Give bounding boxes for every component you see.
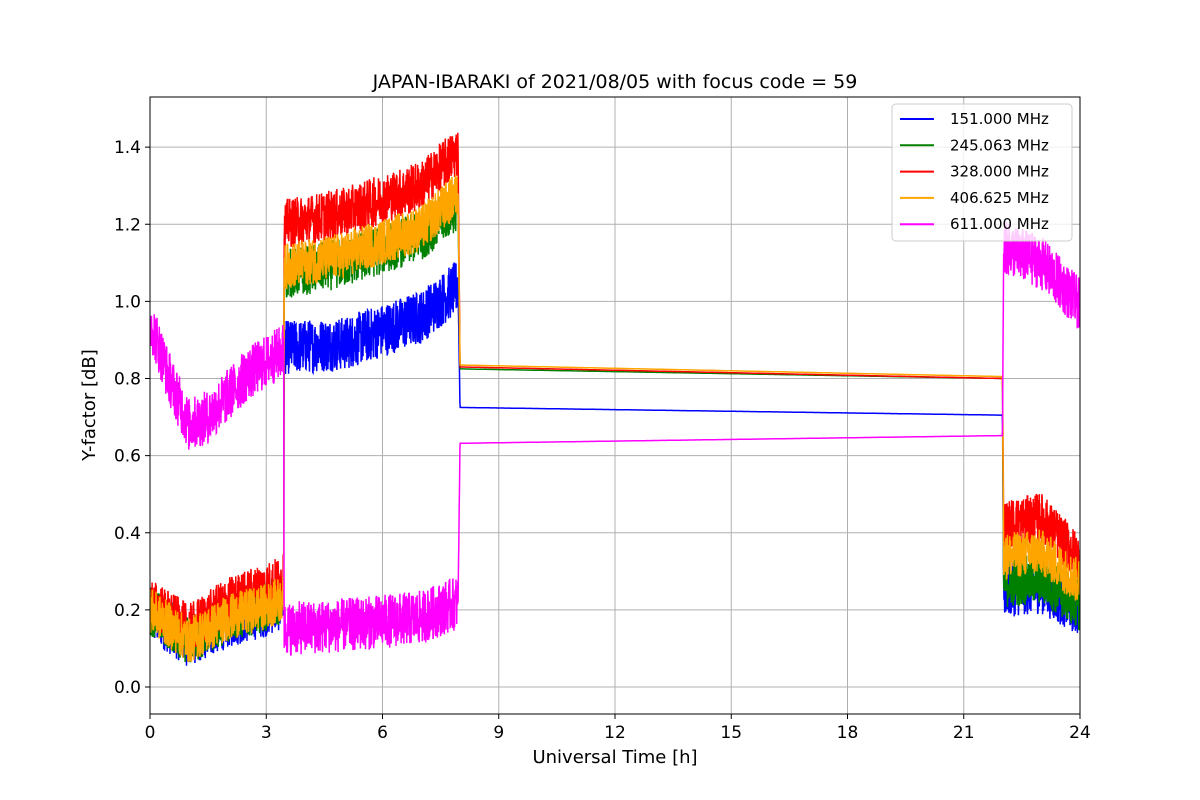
y-tick-label: 0.0 [114, 678, 141, 698]
legend-label: 328.000 MHz [950, 163, 1049, 181]
legend: 151.000 MHz 245.063 MHz 328.000 MHz 406.625… [891, 103, 1073, 242]
y-tick-label: 1.4 [114, 138, 141, 158]
series-line-5 [150, 221, 1080, 656]
x-tick-label: 6 [377, 723, 388, 743]
y-tick-label: 0.2 [114, 601, 141, 621]
series-line-3 [150, 132, 1080, 654]
x-tick-label: 12 [604, 723, 626, 743]
y-tick-label: 1.2 [114, 215, 141, 235]
y-tick-label: 0.8 [114, 370, 141, 390]
x-tick-label: 3 [261, 723, 272, 743]
axis-ticks: 0 3 6 9 12 15 18 21 24 0.0 0.2 0.4 0.6 0.8 1.0 1.2 1.4 [114, 138, 1091, 743]
y-tick-label: 0.4 [114, 524, 141, 544]
x-tick-label: 24 [1069, 723, 1091, 743]
legend-box [891, 103, 1073, 242]
x-tick-label: 0 [145, 723, 156, 743]
chart-title: JAPAN-IBARAKI of 2021/08/05 with focus c… [372, 71, 858, 93]
x-tick-label: 18 [837, 723, 859, 743]
x-tick-label: 15 [720, 723, 742, 743]
series-line-1 [150, 262, 1080, 666]
legend-label: 151.000 MHz [950, 110, 1049, 128]
legend-label: 245.063 MHz [950, 136, 1049, 154]
x-tick-label: 21 [953, 723, 975, 743]
legend-label: 611.000 MHz [950, 215, 1049, 233]
x-axis-title: Universal Time [h] [532, 747, 697, 768]
x-tick-label: 9 [493, 723, 504, 743]
legend-label: 406.625 MHz [950, 189, 1049, 207]
series-lines [150, 132, 1080, 666]
y-tick-label: 0.6 [114, 447, 141, 467]
series-line-4 [150, 174, 1080, 663]
y-tick-label: 1.0 [114, 292, 141, 312]
y-axis-title: Y-factor [dB] [79, 349, 100, 462]
